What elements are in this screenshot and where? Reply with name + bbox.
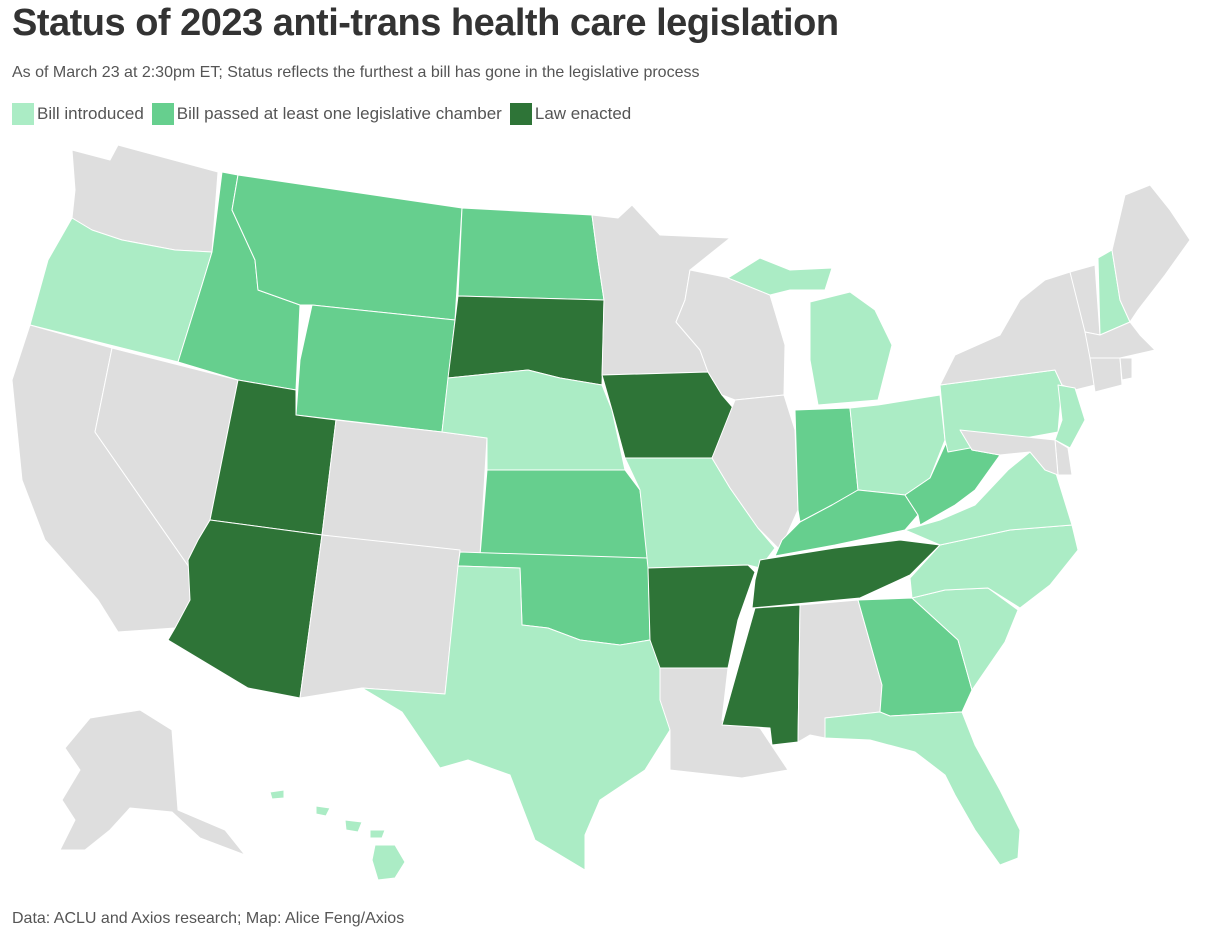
legend-swatch-introduced <box>12 103 34 125</box>
page-subtitle: As of March 23 at 2:30pm ET; Status refl… <box>12 64 700 81</box>
state-wy[interactable] <box>295 304 456 433</box>
state-tx[interactable] <box>361 565 671 871</box>
page-title: Status of 2023 anti-trans health care le… <box>12 2 839 44</box>
state-ks[interactable] <box>479 469 649 559</box>
legend-item-enacted: Law enacted <box>509 103 632 125</box>
legend-swatch-passed <box>151 103 174 125</box>
state-ct[interactable] <box>1089 357 1123 393</box>
us-map <box>11 144 1191 881</box>
state-ky[interactable] <box>774 489 919 557</box>
state-co[interactable] <box>321 419 488 557</box>
state-ny[interactable] <box>939 271 1096 391</box>
legend-label-enacted: Law enacted <box>534 104 632 123</box>
legend-item-passed: Bill passed at least one legislative cha… <box>151 103 502 125</box>
state-mi[interactable] <box>727 257 893 406</box>
state-hi[interactable] <box>269 789 406 881</box>
legend-label-passed: Bill passed at least one legislative cha… <box>176 104 502 123</box>
source-note: Data: ACLU and Axios research; Map: Alic… <box>12 910 405 927</box>
state-mt[interactable] <box>231 174 463 321</box>
state-fl[interactable] <box>824 711 1021 866</box>
state-tn[interactable] <box>751 539 941 609</box>
state-md[interactable] <box>959 429 1059 476</box>
state-ne[interactable] <box>441 369 626 471</box>
legend: Bill introduced Bill passed at least one… <box>12 103 639 125</box>
legend-label-introduced: Bill introduced <box>37 104 144 123</box>
state-nj[interactable] <box>1054 384 1086 449</box>
state-ak[interactable] <box>59 709 246 856</box>
state-nm[interactable] <box>299 534 461 699</box>
legend-swatch-enacted <box>509 103 532 125</box>
state-me[interactable] <box>1111 184 1191 323</box>
state-nd[interactable] <box>457 207 605 301</box>
state-ar[interactable] <box>647 564 756 669</box>
state-ri[interactable] <box>1119 357 1133 381</box>
legend-item-introduced: Bill introduced <box>12 103 144 125</box>
state-ia[interactable] <box>601 371 736 459</box>
